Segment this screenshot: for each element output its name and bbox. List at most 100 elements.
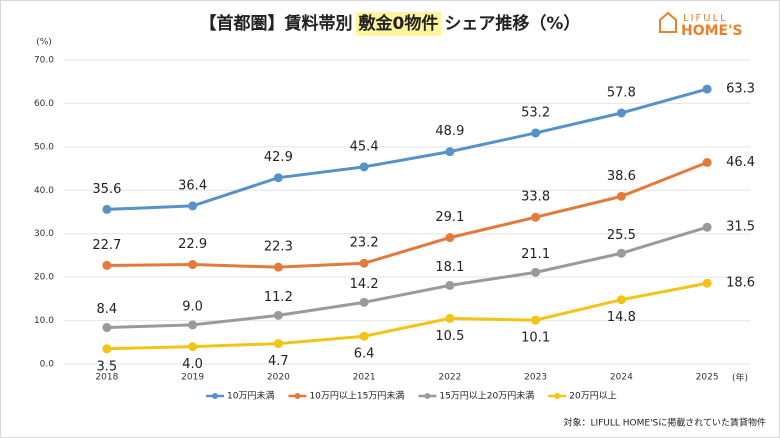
value-label: 18.1 xyxy=(435,260,464,275)
line xyxy=(106,281,708,351)
value-label: 4.7 xyxy=(268,354,289,369)
y-tick-label: 20.0 xyxy=(34,273,54,283)
marker xyxy=(102,344,112,354)
y-tick-label: 60.0 xyxy=(34,99,54,109)
marker xyxy=(102,260,112,270)
value-label: 21.1 xyxy=(521,247,550,262)
value-label: 22.7 xyxy=(92,238,121,253)
footnote: 対象：LIFULL HOME'Sに掲載されていた賃貸物件 xyxy=(563,417,766,429)
marker xyxy=(531,267,541,277)
marker xyxy=(616,248,626,258)
marker xyxy=(188,342,198,352)
legend-swatch xyxy=(554,393,561,399)
value-label: 18.6 xyxy=(726,276,755,291)
x-axis-unit: (年) xyxy=(732,372,748,384)
title-part: 【首都圏】賃料帯別 xyxy=(200,13,353,34)
value-label: 3.5 xyxy=(97,359,118,374)
marker xyxy=(445,233,455,243)
y-tick-label: 0.0 xyxy=(40,360,55,370)
marker xyxy=(273,339,283,349)
value-label: 25.5 xyxy=(607,228,636,243)
legend-swatch xyxy=(294,393,301,399)
chart-title: 【首都圏】賃料帯別 敷金0物件 シェア推移（%） xyxy=(200,13,581,34)
marker xyxy=(702,157,712,167)
series: 3.5 4.0 4.7 6.4 10.5 10.1 14.8 18.6 xyxy=(97,276,756,375)
value-label: 29.1 xyxy=(435,210,464,225)
marker xyxy=(445,147,455,157)
marker xyxy=(531,128,541,138)
marker xyxy=(702,278,712,288)
title-highlight xyxy=(355,12,442,36)
x-tick-label: 2018 xyxy=(95,373,118,383)
value-label: 36.4 xyxy=(178,178,207,193)
y-tick-label: 70.0 xyxy=(34,56,54,66)
value-label: 14.8 xyxy=(607,310,636,325)
y-tick-label: 50.0 xyxy=(34,142,54,152)
marker xyxy=(531,315,541,325)
legend-swatch xyxy=(212,393,218,399)
marker xyxy=(445,313,455,323)
value-label: 53.2 xyxy=(521,105,550,120)
marker xyxy=(531,212,541,222)
marker xyxy=(616,191,626,201)
marker xyxy=(445,280,455,290)
series: 22.7 22.9 22.3 23.2 29.1 33.8 38.6 46.4 xyxy=(92,155,755,272)
x-tick-label: 2023 xyxy=(524,373,547,383)
value-label: 10.5 xyxy=(435,329,464,344)
marker xyxy=(359,331,369,341)
value-label: 9.0 xyxy=(182,299,203,314)
value-label: 35.6 xyxy=(92,182,121,197)
legend: 10万円未満 10万円以上15万円未満 15万円以上20万円未満 20万円以上 xyxy=(206,390,617,402)
series: 8.4 9.0 11.2 14.2 18.1 21.1 25.5 31.5 xyxy=(97,220,755,333)
marker xyxy=(273,173,283,183)
marker xyxy=(359,162,369,172)
marker xyxy=(102,204,112,214)
x-tick-label: 2025 xyxy=(696,373,719,383)
logo-icon xyxy=(659,11,677,33)
value-label: 33.8 xyxy=(521,190,550,205)
marker xyxy=(102,323,112,333)
value-label: 8.4 xyxy=(97,302,118,317)
y-tick-label: 10.0 xyxy=(34,316,54,326)
series: 35.6 36.4 42.9 45.4 48.9 53.2 57.8 63.3 xyxy=(92,82,755,214)
value-label: 22.9 xyxy=(178,237,207,252)
marker xyxy=(616,108,626,118)
logo-text: HOME'S xyxy=(681,23,742,39)
x-tick-label: 2024 xyxy=(610,373,633,383)
marker xyxy=(359,297,369,307)
y-axis-unit: (%) xyxy=(36,38,52,48)
x-tick-label: 2022 xyxy=(438,373,461,383)
marker xyxy=(702,84,712,94)
marker xyxy=(188,201,198,211)
value-label: 11.2 xyxy=(264,290,293,305)
value-label: 63.3 xyxy=(726,82,755,97)
value-label: 6.4 xyxy=(354,347,375,362)
marker xyxy=(188,320,198,330)
logo-text: LIFULL xyxy=(683,13,728,24)
title-part: 敷金0物件 xyxy=(359,13,439,34)
marker xyxy=(616,295,626,305)
value-label: 14.2 xyxy=(350,277,379,292)
value-label: 48.9 xyxy=(435,124,464,139)
value-label: 57.8 xyxy=(607,85,636,100)
value-label: 42.9 xyxy=(264,150,293,165)
value-label: 38.6 xyxy=(607,169,636,184)
legend-label: 10万円以上15万円未満 xyxy=(309,390,404,402)
value-label: 46.4 xyxy=(726,155,755,170)
x-tick-label: 2021 xyxy=(353,373,376,383)
y-tick-label: 40.0 xyxy=(34,186,54,196)
y-tick-label: 30.0 xyxy=(34,229,54,239)
x-tick-label: 2020 xyxy=(267,373,290,383)
legend-label: 15万円以上20万円未満 xyxy=(439,390,534,402)
title-part: シェア推移（%） xyxy=(444,13,580,34)
value-label: 45.4 xyxy=(350,139,379,154)
legend-label: 10万円未満 xyxy=(227,390,274,402)
line xyxy=(106,87,708,211)
marker xyxy=(702,222,712,232)
value-label: 22.3 xyxy=(264,240,293,255)
marker xyxy=(188,260,198,270)
marker xyxy=(273,262,283,272)
logo: LIFULL HOME'S xyxy=(659,11,742,39)
